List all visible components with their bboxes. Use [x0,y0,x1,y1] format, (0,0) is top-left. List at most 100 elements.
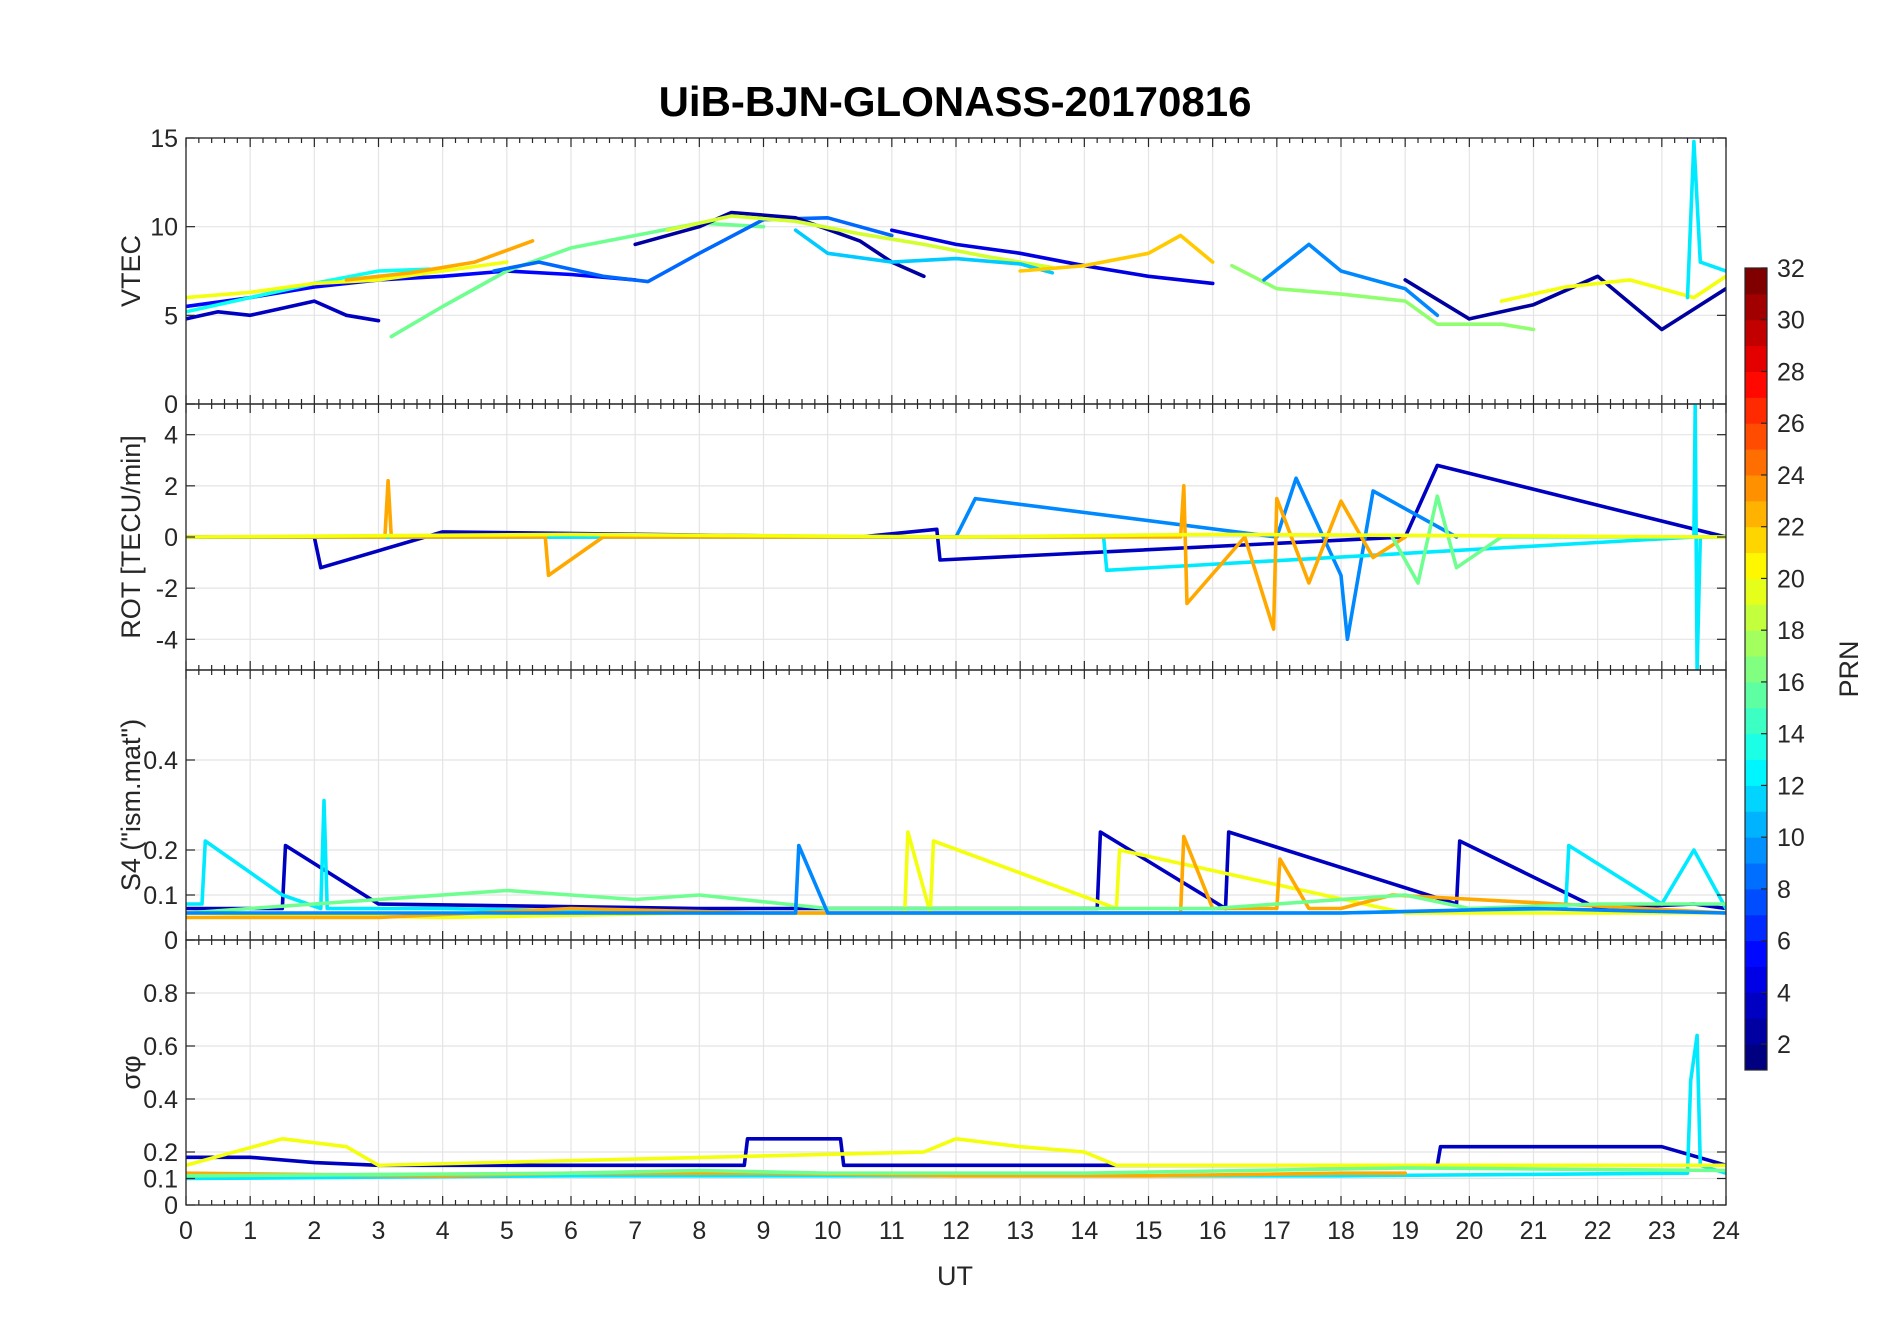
colorbar-segment [1745,268,1767,295]
series-line-prn-12 [1685,139,1726,300]
series-group [186,798,1726,920]
x-tick-label: 3 [372,1217,386,1245]
y-axis-label: σφ [116,1055,146,1089]
vtec-panel: 0 5 10 15 VTEC [116,125,1727,419]
colorbar-segment [1745,474,1767,502]
x-tick-label: 11 [879,1217,905,1245]
colorbar-frame [1744,267,1768,1071]
x-tick-label: 7 [628,1217,642,1245]
series-line-prn-9 [1262,242,1440,318]
y-tick-label: 4 [164,422,178,450]
x-tick-label: 2 [307,1217,321,1245]
series-line-prn-9 [186,843,1726,915]
colorbar-segment [1745,526,1767,554]
y-tick-label: 0.4 [143,1086,178,1114]
colorbar-segment [1745,681,1767,709]
series-line-prn-12 [186,1033,1726,1181]
series-line-prn-22 [1018,233,1215,273]
colorbar-tick-label: 26 [1777,410,1805,438]
x-tick-label: 0 [179,1217,193,1245]
series-line-prn-19 [665,214,1055,270]
x-tick-label: 14 [1070,1217,1098,1245]
colorbar-tick-label: 24 [1777,462,1805,490]
series-line-prn-23 [344,239,535,282]
series-line-prn-2 [1403,274,1726,332]
colorbar-segment [1745,707,1767,735]
x-tick-label: 23 [1648,1217,1676,1245]
y-tick-label: 0.6 [143,1033,178,1061]
y-tick-label: -2 [156,575,178,603]
colorbar-tick-label: 18 [1777,617,1805,645]
colorbar-tick-label: 2 [1777,1031,1791,1059]
x-tick-label: 4 [436,1217,450,1245]
colorbar-segment [1745,837,1767,864]
series-line-prn-3 [186,299,381,323]
x-tick-label: 21 [1520,1217,1548,1245]
x-tick-label: 13 [1006,1217,1034,1245]
x-tick-label: 1 [243,1217,257,1245]
series-line-prn-20 [186,532,1726,539]
x-tick-label: 18 [1327,1217,1355,1245]
colorbar-tick-label: 6 [1777,928,1791,956]
series-line-prn-23 [186,834,1726,920]
y-tick-label: 0.4 [143,747,178,775]
y-tick-label: 0 [164,927,178,955]
colorbar-segment [1745,604,1767,631]
colorbar-tick-label: 4 [1777,979,1791,1007]
colorbar-segment [1745,552,1767,579]
x-axis-label: UT [937,1261,973,1291]
colorbar-segment [1745,449,1767,476]
colorbar-tick-label: 14 [1777,721,1805,749]
colorbar-tick-label: 10 [1777,824,1805,852]
x-tick-label: 9 [757,1217,771,1245]
colorbar-segment [1745,630,1767,657]
colorbar-tick-label: 8 [1777,876,1791,904]
colorbar-segment [1745,345,1767,372]
y-tick-label: 0.8 [143,980,178,1008]
y-tick-label: 0.2 [143,837,178,865]
chart-title: UiB-BJN-GLONASS-20170816 [659,78,1252,125]
colorbar-segment [1745,1044,1767,1071]
x-tick-label: 19 [1391,1217,1419,1245]
colorbar-segment [1745,578,1767,605]
series-group [186,1033,1726,1181]
x-tick-label: 20 [1455,1217,1483,1245]
colorbar-segment [1745,293,1767,321]
colorbar-segment [1745,500,1767,528]
colorbar-segment [1745,966,1767,993]
y-tick-label: 5 [164,302,178,330]
colorbar-tick-label: 30 [1777,307,1805,335]
x-tick-label: 12 [942,1217,970,1245]
y-tick-label: 2 [164,473,178,501]
colorbar-segment [1745,371,1767,398]
x-tick-label: 16 [1199,1217,1227,1245]
x-tick-label: 17 [1263,1217,1291,1245]
x-tick-label: 22 [1584,1217,1612,1245]
colorbar-segment [1745,863,1767,890]
colorbar-segment [1745,759,1767,786]
colorbar-tick-label: 28 [1777,358,1805,386]
series-line-prn-4 [890,228,1215,286]
y-tick-label: 0 [164,524,178,552]
y-tick-label: 0.1 [143,882,178,910]
colorbar-segment [1745,397,1767,424]
colorbar-tick-label: 32 [1777,255,1805,283]
colorbar-segment [1745,319,1767,347]
colorbar-tick-label: 12 [1777,772,1805,800]
colorbar-tick-label: 20 [1777,565,1805,593]
series-line-prn-3 [186,1137,1726,1168]
x-tick-label: 15 [1135,1217,1163,1245]
x-tick-label: 24 [1712,1217,1740,1245]
series-line-prn-16 [186,1166,1726,1178]
y-tick-label: 10 [150,214,178,242]
series-line-prn-17 [1230,263,1536,332]
y-tick-label: -4 [156,626,178,654]
y-axis-label: ROT [TECU/min] [116,435,146,639]
x-tick-label: 5 [500,1217,514,1245]
colorbar-segment [1745,656,1767,683]
y-tick-label: 15 [150,125,178,153]
